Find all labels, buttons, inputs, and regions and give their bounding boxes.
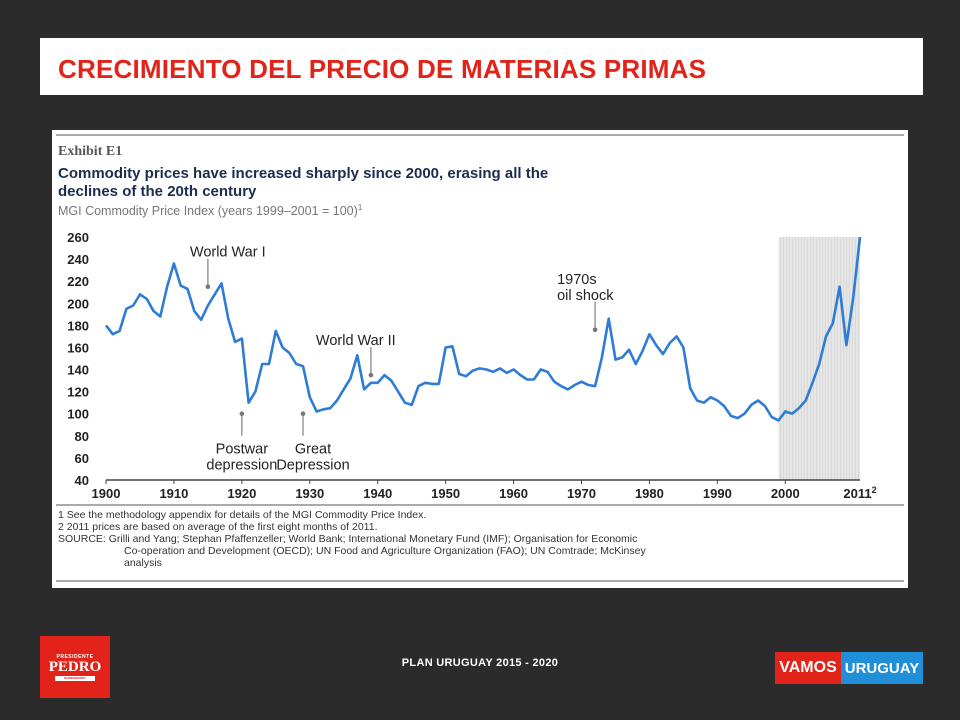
footnote: 2 2011 prices are based on average of th…: [58, 521, 377, 533]
footnote: 1 See the methodology appendix for detai…: [58, 509, 426, 521]
y-tick-label: 100: [67, 407, 89, 422]
vamos-uruguay-logo: VAMOS URUGUAY: [775, 652, 923, 684]
x-tick-label: 1970: [567, 486, 596, 501]
slide-title: CRECIMIENTO DEL PRECIO DE MATERIAS PRIMA…: [58, 54, 707, 84]
y-tick-label: 220: [67, 274, 89, 289]
chart-title-line-1: Commodity prices have increased sharply …: [58, 165, 548, 182]
x-tick-label: 1990: [703, 486, 732, 501]
logo-left-bottom: BORDABERRY: [64, 676, 86, 680]
annotation-dot: [205, 284, 211, 290]
logo-left-top: PRESIDENTE: [56, 653, 94, 660]
y-tick-label: 240: [67, 252, 89, 267]
y-tick-label: 140: [67, 363, 89, 378]
annotation-label: oil shock: [557, 288, 614, 304]
source-line: analysis: [124, 557, 162, 569]
pedro-bordaberry-logo: PRESIDENTE PEDRO BORDABERRY: [40, 636, 110, 698]
x-tick-label: 1930: [295, 486, 324, 501]
chart-title-line-2: declines of the 20th century: [58, 183, 257, 200]
x-tick-label: 1900: [92, 486, 121, 501]
annotation-label: 1970s: [557, 272, 597, 288]
x-tick-label: 1940: [363, 486, 392, 501]
y-tick-label: 160: [67, 340, 89, 355]
x-tick-label: 1950: [431, 486, 460, 501]
annotation-label: depression: [206, 458, 277, 474]
annotation-label: Depression: [276, 458, 349, 474]
chart-notes: 1 See the methodology appendix for detai…: [58, 509, 646, 569]
logo-left-name: PEDRO: [48, 658, 102, 675]
annotation-label: World War II: [316, 333, 396, 349]
y-tick-label: 80: [75, 429, 89, 444]
series-line: [104, 236, 862, 422]
title-bar: CRECIMIENTO DEL PRECIO DE MATERIAS PRIMA…: [40, 38, 923, 95]
source-line: SOURCE: Grilli and Yang; Stephan Pfaffen…: [58, 533, 637, 545]
annotation-label: World War I: [190, 245, 266, 261]
commodity-price-chart: Exhibit E1 Commodity prices have increas…: [56, 134, 904, 582]
x-tick-label: 1920: [227, 486, 256, 501]
exhibit-label: Exhibit E1: [58, 144, 122, 159]
y-tick-label: 120: [67, 385, 89, 400]
y-tick-label: 260: [67, 230, 89, 245]
footer-caption: PLAN URUGUAY 2015 - 2020: [401, 657, 559, 669]
x-tick-label-last: 20112: [843, 485, 876, 501]
annotation-dot: [368, 372, 374, 378]
y-tick-label: 40: [75, 473, 89, 488]
annotation-dot: [592, 327, 598, 333]
x-tick-label: 1980: [635, 486, 664, 501]
logo-vamos: VAMOS: [775, 652, 841, 684]
x-tick-label: 2000: [771, 486, 800, 501]
chart-panel: Exhibit E1 Commodity prices have increas…: [52, 130, 908, 588]
annotation-dot: [300, 411, 306, 417]
annotation-label: Great: [295, 442, 331, 458]
y-tick-label: 200: [67, 296, 89, 311]
y-tick-label: 60: [75, 451, 89, 466]
logo-uruguay: URUGUAY: [841, 652, 923, 684]
annotation-label: Postwar: [216, 442, 269, 458]
logo-left-underline: BORDABERRY: [55, 675, 95, 681]
x-tick-label: 1910: [159, 486, 188, 501]
chart-subtitle: MGI Commodity Price Index (years 1999–20…: [58, 203, 363, 218]
x-tick-label: 1960: [499, 486, 528, 501]
y-tick-label: 180: [67, 318, 89, 333]
source-line: Co-operation and Development (OECD); UN …: [124, 545, 646, 557]
annotation-dot: [239, 411, 245, 417]
